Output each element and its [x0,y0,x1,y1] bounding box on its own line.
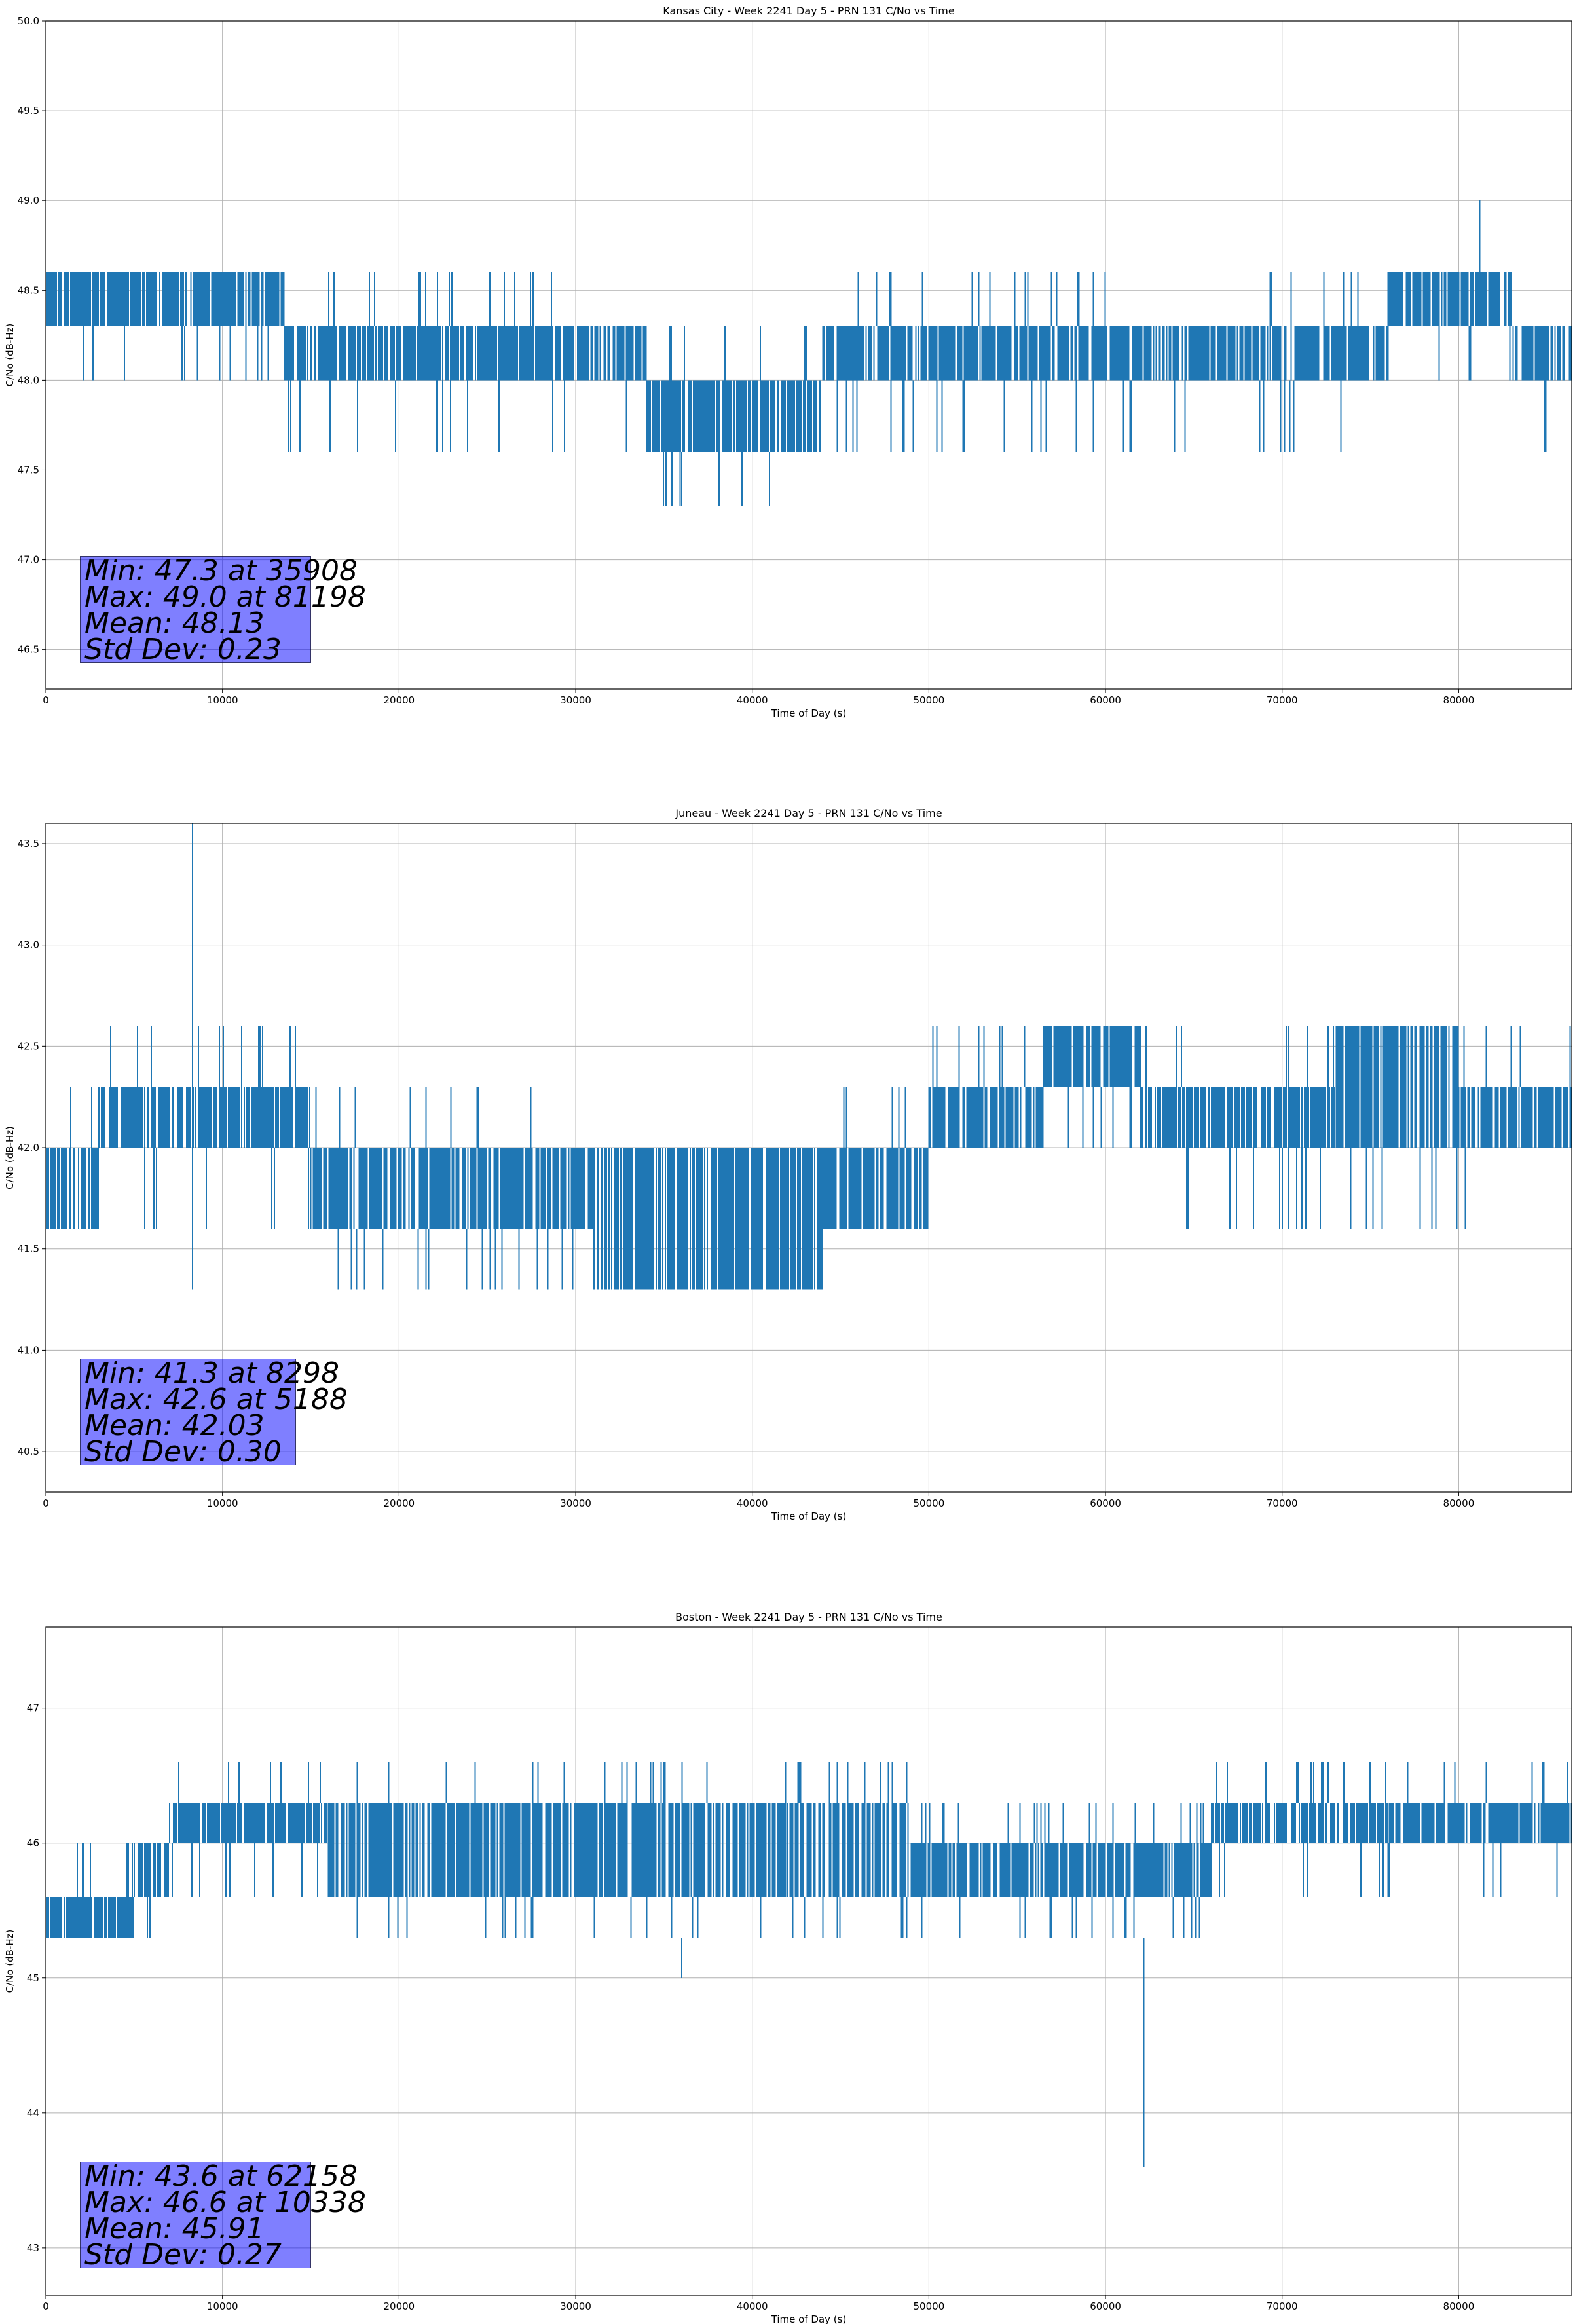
y-axis-label: C/No (dB-Hz) [4,1930,16,1993]
stats-box-kansas-city: Min: 47.3 at 35908 Max: 49.0 at 81198 Me… [80,556,366,666]
x-tick-label: 30000 [560,694,591,706]
x-tick-label: 10000 [207,694,238,706]
x-tick-label: 0 [43,1497,49,1509]
x-tick-label: 70000 [1267,2300,1298,2312]
x-tick-label: 10000 [207,1497,238,1509]
axes-frame [45,1626,1572,2296]
series-path [46,272,1572,506]
x-tick-label: 50000 [914,1497,945,1509]
y-tick-label: 43.5 [18,838,39,850]
y-tick-label: 50.0 [18,15,39,27]
y-axis-label: C/No (dB-Hz) [4,1126,16,1190]
chart-title: Kansas City - Week 2241 Day 5 - PRN 131 … [663,5,954,17]
stats-max: Max: 46.6 at 10338 [84,2186,366,2219]
y-tick-label: 44 [27,2107,39,2119]
x-tick-label: 70000 [1267,694,1298,706]
axes-frame [45,823,1572,1493]
stats-std: Std Dev: 0.30 [84,1435,282,1469]
y-tick-label: 47.5 [18,464,39,476]
y-tick-label: 42.0 [18,1142,39,1153]
x-tick-label: 0 [43,694,49,706]
y-tick-label: 45 [27,1972,39,1984]
x-tick-label: 50000 [914,694,945,706]
x-tick-label: 30000 [560,1497,591,1509]
stats-std: Std Dev: 0.23 [84,633,282,666]
y-tick-label: 43.0 [18,939,39,951]
y-tick-label: 48.5 [18,284,39,296]
y-tick-label: 46 [27,1837,39,1849]
y-tick-label: 43 [27,2242,39,2254]
x-tick-label: 60000 [1090,2300,1121,2312]
stats-box-juneau: Min: 41.3 at 8298 Max: 42.6 at 5188 Mean… [80,1359,348,1469]
y-tick-label: 48.0 [18,374,39,386]
series-path [46,1762,1572,1938]
y-tick-label: 46.5 [18,644,39,656]
x-tick-label: 0 [43,2300,49,2312]
series-cno-boston [46,1762,1572,2167]
y-axis-label: C/No (dB-Hz) [4,324,16,387]
x-tick-label: 80000 [1443,1497,1475,1509]
y-tick-label: 40.5 [18,1446,39,1457]
x-tick-label: 40000 [737,1497,768,1509]
y-tick-label: 41.5 [18,1243,39,1255]
x-tick-label: 20000 [383,694,415,706]
stats-box-boston: Min: 43.6 at 62158 Max: 46.6 at 10338 Me… [80,2162,366,2272]
x-tick-label: 30000 [560,2300,591,2312]
x-tick-label: 50000 [914,2300,945,2312]
x-tick-label: 10000 [207,2300,238,2312]
x-tick-label: 60000 [1090,694,1121,706]
x-tick-label: 80000 [1443,694,1475,706]
x-tick-label: 40000 [737,694,768,706]
chart-title: Boston - Week 2241 Day 5 - PRN 131 C/No … [675,1611,942,1623]
stats-mean: Mean: 48.13 [84,607,265,640]
chart-kansas-city: 0 10000 20000 30000 40000 50000 60000 70000 8000… [4,5,1572,719]
series-path [46,1026,1572,1290]
y-tick-label: 49.5 [18,105,39,117]
chart-boston: 0 10000 20000 30000 40000 50000 60000 70000 8000… [4,1611,1572,2324]
stats-std: Std Dev: 0.27 [84,2238,282,2272]
chart-title: Juneau - Week 2241 Day 5 - PRN 131 C/No … [675,807,942,819]
x-axis-label: Time of Day (s) [771,2314,847,2324]
stats-mean: Mean: 42.03 [84,1409,265,1442]
stats-max: Max: 42.6 at 5188 [84,1383,348,1416]
x-tick-label: 40000 [737,2300,768,2312]
x-axis-label: Time of Day (s) [771,707,847,719]
x-axis-label: Time of Day (s) [771,1510,847,1522]
x-tick-label: 20000 [383,1497,415,1509]
axes-frame [45,20,1572,690]
y-tick-label: 47.0 [18,554,39,566]
x-tick-label: 70000 [1267,1497,1298,1509]
x-tick-label: 60000 [1090,1497,1121,1509]
x-tick-label: 20000 [383,2300,415,2312]
y-tick-label: 42.5 [18,1040,39,1052]
series-cno-juneau [46,823,1572,1290]
stats-max: Max: 49.0 at 81198 [84,580,366,614]
x-tick-label: 80000 [1443,2300,1475,2312]
stats-mean: Mean: 45.91 [84,2212,265,2245]
series-cno-kansas-city [46,200,1572,506]
y-tick-label: 47 [27,1702,39,1714]
chart-juneau: 0 10000 20000 30000 40000 50000 60000 70000 8000… [4,807,1572,1522]
y-tick-label: 41.0 [18,1344,39,1356]
y-tick-label: 49.0 [18,195,39,206]
